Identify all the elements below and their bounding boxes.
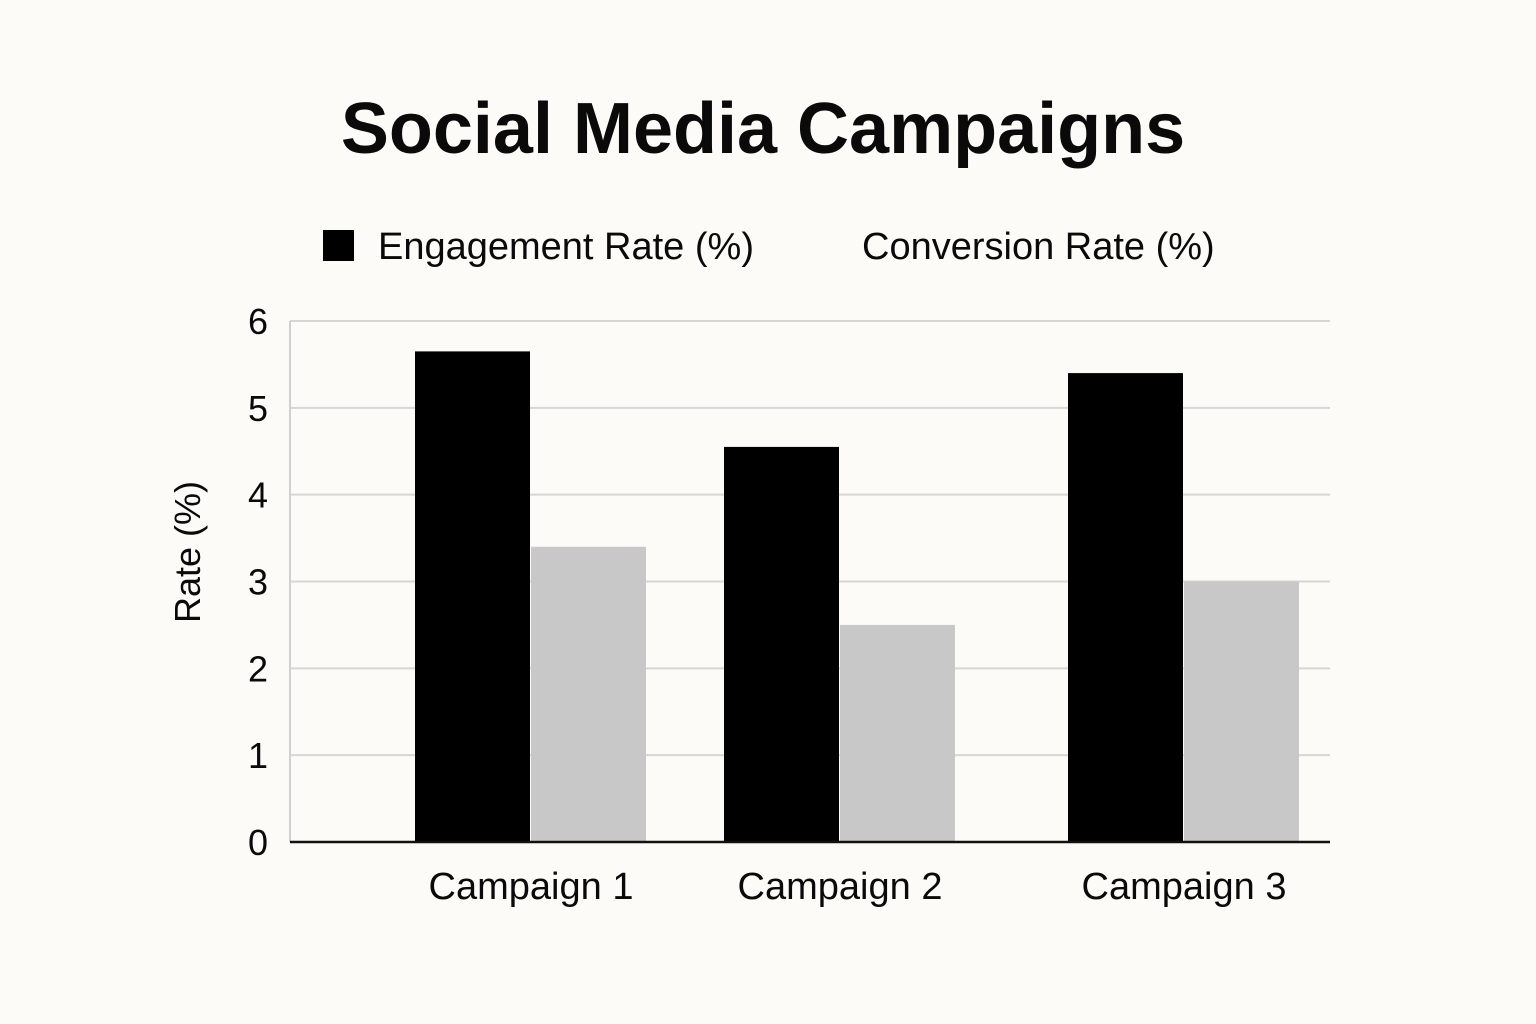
legend-swatch-engagement <box>323 230 354 261</box>
x-tick-label: Campaign 2 <box>738 866 943 908</box>
y-tick-label: 1 <box>248 735 268 776</box>
y-tick-label: 2 <box>248 648 268 689</box>
x-tick-label: Campaign 1 <box>429 866 634 908</box>
bar-engagement-campaign-1 <box>415 351 530 842</box>
y-tick-label: 3 <box>248 562 268 603</box>
y-tick-label: 6 <box>248 301 268 342</box>
y-tick-labels: 0 1 2 3 4 5 6 <box>248 301 268 863</box>
bar-engagement-campaign-2 <box>724 446 839 842</box>
chart-title: Social Media Campaigns <box>341 89 1185 169</box>
bars <box>415 351 1299 842</box>
y-axis-label: Rate (%) <box>167 481 208 623</box>
legend-label-engagement: Engagement Rate (%) <box>378 226 754 268</box>
bar-conversion-campaign-3 <box>1184 581 1299 842</box>
legend-label-conversion: Conversion Rate (%) <box>862 226 1215 268</box>
legend: Engagement Rate (%) Conversion Rate (%) <box>323 226 1215 268</box>
x-tick-label: Campaign 3 <box>1082 866 1287 908</box>
bar-conversion-campaign-1 <box>531 546 646 842</box>
y-tick-label: 5 <box>248 388 268 429</box>
y-tick-label: 0 <box>248 822 268 863</box>
bar-engagement-campaign-3 <box>1068 373 1183 842</box>
bar-conversion-campaign-2 <box>840 624 955 842</box>
x-tick-labels: Campaign 1 Campaign 2 Campaign 3 <box>429 866 1287 908</box>
y-tick-label: 4 <box>248 475 268 516</box>
